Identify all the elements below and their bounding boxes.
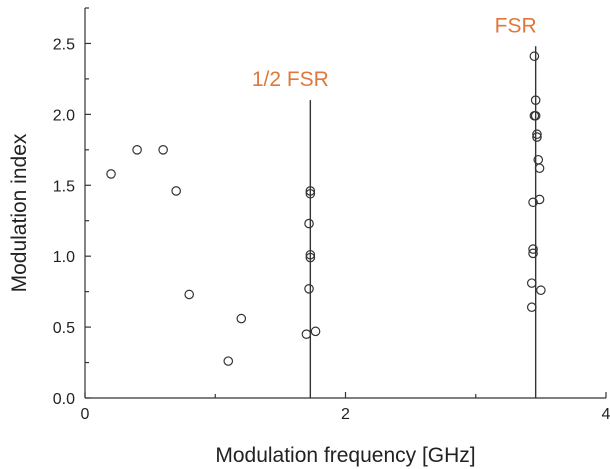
data-point	[528, 248, 538, 259]
data-point	[305, 249, 316, 260]
data-point	[534, 194, 545, 205]
data-point	[304, 283, 314, 294]
data-point	[532, 132, 542, 142]
y-tick-label: 1.0	[53, 249, 75, 266]
data-point	[236, 313, 247, 324]
data-point	[530, 95, 541, 105]
x-axis-title: Modulation frequency [GHz]	[215, 444, 475, 467]
axis-labels: 0 2 4 0.0 0.5 1.0 1.5 2.0 2.5 Modulation frequenc…	[8, 14, 610, 467]
data-point	[528, 244, 538, 254]
y-tick-label: 1.5	[53, 178, 75, 195]
data-point	[106, 169, 116, 179]
data-point	[529, 51, 540, 62]
x-tick-label: 2	[341, 406, 350, 423]
data-point	[132, 145, 142, 155]
data-point	[310, 326, 321, 337]
x-tick-label: 4	[602, 406, 610, 423]
reference-lines	[309, 46, 537, 398]
data-point	[171, 186, 181, 196]
y-tick-label: 2.0	[53, 107, 75, 124]
data-point	[305, 186, 316, 196]
data-point	[184, 289, 194, 300]
annotation-label: FSR	[495, 14, 537, 37]
data-point	[304, 218, 314, 229]
axes	[84, 7, 607, 399]
data-points	[106, 51, 546, 366]
annotation-label: 1/2 FSR	[252, 68, 329, 91]
data-point	[305, 252, 316, 263]
data-point	[305, 188, 316, 199]
data-point	[223, 356, 234, 366]
y-tick-label: 0.0	[53, 391, 75, 408]
data-point	[532, 129, 542, 140]
data-point	[158, 145, 168, 155]
data-point	[534, 163, 545, 174]
data-point	[526, 278, 537, 288]
data-point	[528, 197, 538, 208]
x-tick-label: 0	[81, 406, 90, 423]
y-tick-label: 0.5	[53, 320, 75, 337]
data-point	[536, 285, 546, 296]
y-tick-label: 2.5	[53, 36, 75, 53]
data-point	[530, 110, 541, 121]
data-point	[526, 302, 537, 313]
y-axis-title: Modulation index	[8, 133, 31, 292]
data-point	[301, 329, 312, 339]
